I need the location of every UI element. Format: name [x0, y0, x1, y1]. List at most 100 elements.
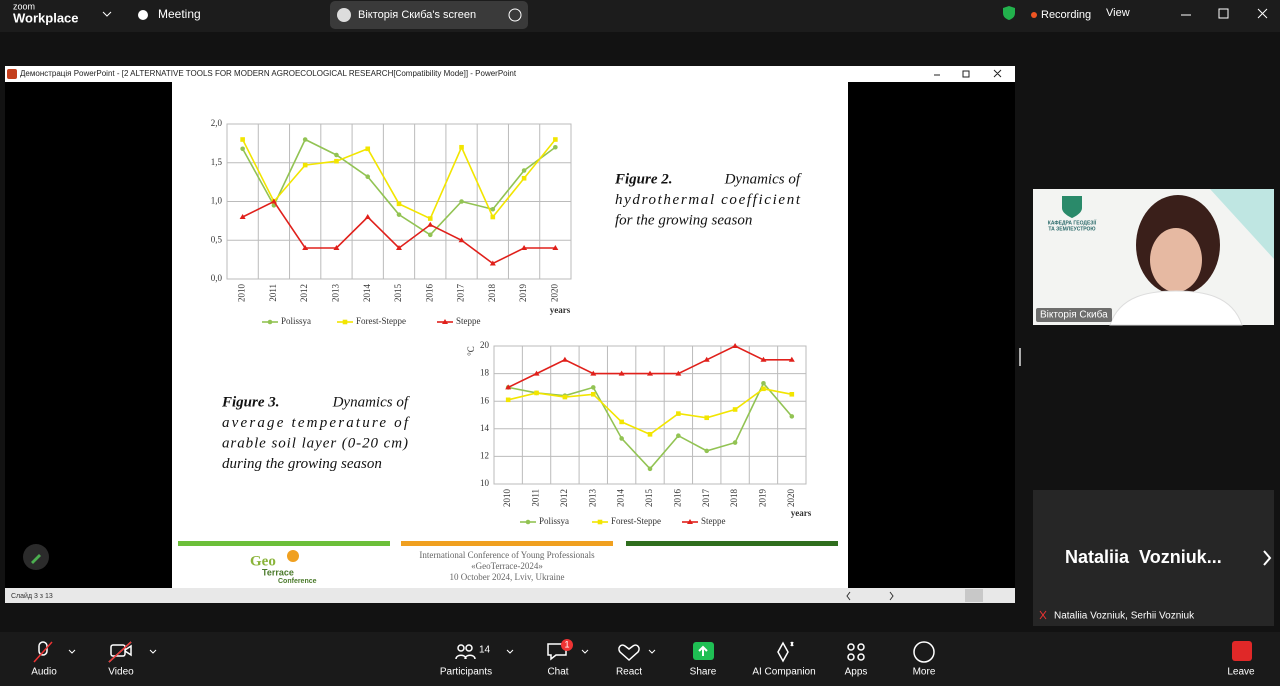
y-tick-label: 10 — [480, 478, 490, 488]
x-tick-label: 2020 — [549, 284, 559, 303]
footer-line: International Conference of Young Profes… — [419, 550, 595, 560]
marker — [533, 370, 540, 376]
x-tick-label: 2018 — [729, 489, 739, 508]
x-tick-label: 2018 — [487, 284, 497, 303]
ppt-icon — [7, 69, 17, 79]
marker — [552, 245, 559, 250]
marker — [618, 370, 625, 376]
footer-line: 10 October 2024, Lviv, Ukraine — [450, 572, 565, 582]
video[interactable]: Video — [108, 667, 134, 678]
marker — [590, 370, 597, 376]
react[interactable]: React — [616, 667, 642, 678]
brand-menu[interactable] — [102, 11, 112, 17]
y-tick-label: 14 — [480, 423, 490, 433]
name-tag — [1036, 308, 1112, 322]
marker — [427, 221, 434, 227]
recording-dot — [1031, 12, 1037, 18]
ai-companion[interactable]: AI Companion — [752, 667, 815, 678]
footer-line: «GeoTerrace-2024» — [471, 561, 543, 571]
audio[interactable]: Audio — [31, 667, 57, 678]
toolbar-carets[interactable] — [68, 649, 656, 654]
marker — [647, 466, 653, 472]
marker — [521, 168, 527, 173]
x-tick-label: 2016 — [672, 489, 682, 508]
marker — [490, 206, 496, 212]
ppt-titlebar — [5, 66, 1015, 82]
marker — [647, 370, 653, 376]
status-nav[interactable] — [846, 591, 894, 601]
tile-logo-text: КАФЕДРА ГЕОДЕЗІЇ — [1048, 219, 1097, 226]
logo-pin — [287, 550, 299, 562]
share[interactable]: Share — [690, 667, 717, 678]
marker — [334, 158, 339, 164]
share-options[interactable] — [508, 8, 522, 22]
legend-label: Polissya — [281, 316, 311, 326]
caption-line: for the growing season — [615, 212, 752, 228]
marker — [270, 198, 277, 204]
y-axis-label: °C — [466, 346, 476, 356]
meeting[interactable]: Meeting — [158, 7, 201, 21]
marker — [505, 397, 511, 403]
x-tick-label: 2016 — [424, 284, 434, 303]
window-controls[interactable] — [1181, 8, 1268, 19]
participants[interactable]: Participants — [440, 667, 492, 678]
slide-stripe — [178, 541, 390, 546]
tile-logo-text: ТА ЗЕМЛЕУСТРОЮ — [1048, 226, 1095, 232]
x-tick-label: 2011 — [268, 284, 278, 302]
y-tick-label: 1,5 — [211, 157, 223, 167]
y-tick-label: 18 — [480, 368, 490, 378]
x-tick-label: 2012 — [299, 284, 309, 302]
marker — [525, 519, 531, 525]
tile-decor — [1210, 189, 1274, 259]
security-icon — [1003, 6, 1015, 20]
x-tick-label: 2014 — [362, 284, 372, 303]
chat[interactable]: Chat — [547, 667, 568, 678]
marker — [442, 319, 448, 324]
marker — [396, 245, 402, 250]
x-tick-label: 2013 — [331, 284, 341, 303]
marker — [619, 436, 624, 441]
caption-line: arable soil layer (0-20 cm) — [222, 435, 408, 451]
marker — [364, 214, 371, 219]
marker — [459, 199, 464, 204]
pen-icon — [31, 554, 41, 564]
marker — [333, 245, 340, 250]
ppt-controls[interactable] — [934, 69, 1002, 78]
brand: Workplace — [13, 10, 79, 25]
marker — [647, 432, 653, 437]
y-tick-label: 16 — [480, 395, 490, 405]
ppt-title: Демонстрація PowerPoint - [2 ALTERNATIVE… — [20, 69, 517, 78]
y-tick-label: 0,0 — [211, 273, 223, 283]
marker — [365, 146, 371, 152]
view[interactable]: View — [1106, 7, 1130, 19]
marker — [396, 212, 402, 217]
tile1-name: Вікторія Скиба — [1040, 309, 1108, 321]
share-pill[interactable] — [330, 1, 528, 29]
marker — [732, 440, 738, 445]
x-tick-label: 2014 — [616, 489, 626, 508]
x-tick-label: 2015 — [393, 284, 403, 303]
recording[interactable]: Recording — [1041, 9, 1091, 21]
more[interactable]: More — [913, 667, 936, 678]
marker — [267, 319, 273, 325]
next-tile[interactable] — [1263, 550, 1272, 566]
marker — [590, 392, 596, 397]
marker — [732, 407, 738, 412]
apps[interactable]: Apps — [845, 667, 868, 678]
marker — [676, 411, 681, 416]
y-tick-label: 2,0 — [211, 118, 223, 128]
sharer-avatar — [337, 8, 351, 22]
participants-count: 14 — [479, 645, 491, 656]
leave[interactable]: Leave — [1227, 667, 1255, 678]
chat-badge-bg — [561, 639, 573, 651]
view-active[interactable] — [965, 589, 983, 602]
y-tick-label: 0,5 — [211, 234, 223, 244]
x-axis-label: years — [791, 508, 812, 518]
caption-line: average temperature of — [222, 415, 410, 431]
x-tick-label: 2012 — [559, 489, 569, 507]
legend-label: Forest-Steppe — [356, 316, 406, 326]
marker — [505, 384, 512, 390]
share-arrow — [698, 645, 708, 656]
marker — [427, 216, 433, 221]
x-tick-label: 2013 — [587, 489, 597, 508]
